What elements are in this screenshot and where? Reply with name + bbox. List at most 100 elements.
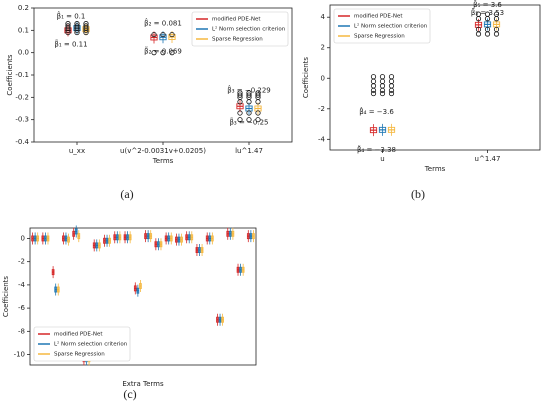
outlier bbox=[475, 31, 482, 37]
annotation: β̂₃ = −0.229 bbox=[227, 85, 271, 94]
outlier bbox=[475, 16, 482, 22]
axes-frame bbox=[29, 227, 257, 366]
legend-label: Sparse Regression bbox=[212, 37, 263, 43]
outlier bbox=[237, 99, 243, 105]
y-axis-label: Coefficients bbox=[302, 57, 310, 99]
caption: (b) bbox=[411, 187, 425, 201]
x-tick-label: u^1.47 bbox=[475, 155, 501, 163]
annotation: β̃₅ = 3.53 bbox=[471, 8, 504, 17]
outlier bbox=[370, 87, 377, 94]
outlier bbox=[246, 117, 252, 123]
outlier bbox=[379, 83, 386, 89]
y-tick-label: -6 bbox=[18, 304, 26, 312]
outlier bbox=[255, 110, 261, 116]
y-tick-label: -8 bbox=[18, 327, 25, 335]
legend-frame bbox=[33, 326, 131, 362]
outlier bbox=[379, 87, 386, 94]
axes-frame bbox=[329, 4, 541, 151]
x-tick-label: u bbox=[380, 155, 384, 163]
legend-label: L² Norm selection criterion bbox=[54, 341, 128, 348]
outlier bbox=[370, 83, 377, 89]
legend-label: L² Norm selection criterion bbox=[212, 26, 286, 33]
outlier bbox=[237, 110, 243, 116]
outlier bbox=[151, 50, 157, 56]
outlier bbox=[388, 90, 395, 97]
outlier bbox=[388, 87, 395, 94]
outlier bbox=[83, 29, 89, 36]
outlier bbox=[65, 29, 71, 36]
y-tick-label: 0.2 bbox=[18, 4, 29, 12]
x-tick-label: u_xx bbox=[69, 147, 85, 155]
outlier bbox=[388, 83, 395, 89]
annotation: β̃₂ = 0.069 bbox=[144, 46, 182, 55]
y-tick-label: 4 bbox=[321, 13, 326, 21]
outlier bbox=[74, 27, 80, 33]
outlier bbox=[370, 78, 377, 84]
outlier bbox=[493, 31, 500, 37]
outlier bbox=[255, 99, 261, 105]
y-tick-label: 0 bbox=[321, 74, 325, 82]
legend-frame bbox=[333, 8, 431, 44]
outlier bbox=[370, 74, 377, 80]
outlier bbox=[65, 27, 71, 33]
annotation: β̃₃ = −0.25 bbox=[229, 117, 268, 126]
outlier bbox=[493, 16, 500, 22]
caption: (c) bbox=[123, 387, 136, 401]
x-axis-label: Terms bbox=[424, 165, 446, 173]
outlier bbox=[83, 27, 89, 33]
annotation: β̂₂ = 0.081 bbox=[144, 18, 182, 27]
x-tick-label: lu^1.47 bbox=[235, 147, 263, 155]
outlier bbox=[160, 50, 166, 56]
y-tick-label: -2 bbox=[318, 105, 325, 113]
legend-label: modified PDE-Net bbox=[54, 332, 103, 338]
legend-frame bbox=[191, 11, 289, 47]
y-tick-label: -10 bbox=[14, 351, 25, 359]
y-axis-label: Coefficients bbox=[6, 54, 14, 96]
outlier bbox=[379, 74, 386, 80]
outlier bbox=[255, 92, 261, 98]
legend-label: modified PDE-Net bbox=[354, 14, 403, 20]
annotation: β̂₁ = 0.1 bbox=[57, 11, 86, 20]
x-axis-label: Terms bbox=[152, 157, 174, 165]
outlier bbox=[246, 110, 252, 116]
outlier bbox=[484, 31, 491, 37]
outlier bbox=[379, 78, 386, 84]
outlier bbox=[484, 16, 491, 22]
outlier bbox=[388, 78, 395, 84]
outlier bbox=[246, 92, 252, 98]
y-tick-label: -0.2 bbox=[15, 93, 29, 101]
legend-label: modified PDE-Net bbox=[212, 17, 261, 23]
y-tick-label: -0.3 bbox=[15, 116, 29, 124]
annotation: β̃₄ = −3.38 bbox=[357, 145, 396, 154]
outlier bbox=[151, 31, 157, 38]
x-axis-label: Extra Terms bbox=[122, 380, 164, 388]
y-axis-label: Coefficients bbox=[2, 276, 10, 318]
outlier bbox=[370, 90, 377, 97]
y-tick-label: -2 bbox=[18, 258, 25, 266]
y-tick-label: 0.0 bbox=[18, 49, 29, 57]
y-tick-label: 0 bbox=[21, 234, 25, 242]
outlier bbox=[246, 99, 252, 105]
outlier bbox=[169, 50, 175, 56]
annotation: β̃₁ = 0.11 bbox=[54, 39, 87, 48]
outlier bbox=[379, 90, 386, 97]
y-tick-label: -4 bbox=[318, 135, 326, 143]
outlier bbox=[237, 92, 243, 98]
x-tick-label: u(v^2-0.0031v+0.0205) bbox=[120, 147, 206, 155]
caption: (a) bbox=[120, 187, 133, 201]
legend-label: Sparse Regression bbox=[54, 352, 105, 358]
y-tick-label: 2 bbox=[321, 44, 325, 52]
y-tick-label: -0.1 bbox=[15, 71, 29, 79]
y-tick-label: -4 bbox=[18, 281, 26, 289]
outlier bbox=[169, 31, 175, 38]
outlier bbox=[160, 31, 166, 38]
annotation: β̂₅ = 3.6 bbox=[473, 0, 502, 9]
y-tick-label: -0.4 bbox=[15, 138, 29, 146]
outlier bbox=[74, 29, 80, 36]
outlier bbox=[255, 117, 261, 123]
outlier bbox=[388, 74, 395, 80]
outlier bbox=[237, 117, 243, 123]
legend-label: L² Norm selection criterion bbox=[354, 23, 428, 30]
legend-label: Sparse Regression bbox=[354, 34, 405, 40]
